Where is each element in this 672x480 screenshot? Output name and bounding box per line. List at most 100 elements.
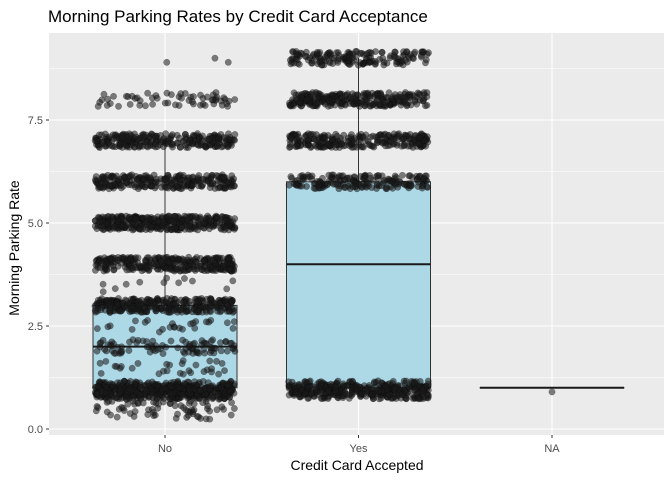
jitter-point — [179, 325, 186, 333]
jitter-point — [215, 139, 223, 147]
jitter-point — [223, 347, 231, 355]
jitter-point — [161, 384, 169, 392]
jitter-point — [142, 138, 150, 146]
jitter-point — [117, 348, 125, 355]
jitter-point — [147, 259, 155, 267]
jitter-point — [206, 357, 214, 365]
jitter-point — [308, 390, 316, 397]
jitter-point — [163, 360, 171, 368]
jitter-point — [101, 346, 109, 353]
jitter-point — [125, 347, 133, 354]
jitter-point — [396, 96, 403, 104]
jitter-point — [286, 143, 293, 151]
jitter-point — [185, 222, 193, 230]
jitter-point — [203, 172, 211, 179]
jitter-point — [172, 300, 180, 308]
jitter-point — [180, 379, 188, 387]
jitter-point — [419, 386, 427, 394]
jitter-point — [174, 344, 182, 352]
jitter-point — [374, 138, 382, 146]
jitter-point — [354, 91, 361, 99]
jitter-point — [96, 359, 104, 367]
jitter-point — [349, 377, 356, 385]
jitter-point — [393, 60, 400, 68]
jitter-point — [134, 185, 142, 193]
jitter-point — [207, 344, 214, 351]
jitter-point — [231, 225, 238, 233]
jitter-point — [388, 178, 396, 186]
jitter-point — [213, 213, 221, 221]
jitter-point — [355, 138, 363, 146]
jitter-point — [165, 212, 173, 220]
jitter-point — [398, 142, 406, 150]
jitter-point — [366, 58, 373, 66]
jitter-point — [98, 303, 106, 311]
jitter-point — [110, 223, 118, 231]
jitter-point — [419, 97, 427, 104]
jitter-point — [290, 102, 297, 110]
jitter-point — [127, 295, 135, 303]
jitter-point — [115, 175, 123, 183]
jitter-point — [405, 172, 413, 180]
jitter-point — [143, 338, 151, 345]
jitter-point — [134, 175, 141, 183]
jitter-point — [159, 218, 167, 226]
jitter-point — [113, 413, 121, 421]
jitter-point — [417, 52, 425, 59]
jitter-point — [109, 381, 117, 389]
jitter-point — [125, 385, 133, 393]
jitter-point — [93, 390, 101, 398]
jitter-point — [94, 382, 102, 390]
jitter-point — [218, 360, 226, 367]
jitter-point — [391, 48, 399, 56]
jitter-point — [401, 180, 409, 188]
jitter-point — [294, 50, 301, 58]
jitter-point — [192, 298, 200, 306]
jitter-point — [163, 224, 171, 232]
jitter-point — [321, 133, 329, 140]
jitter-point — [99, 288, 107, 296]
y-tick-label: 5.0 — [28, 218, 43, 230]
jitter-point — [206, 415, 214, 423]
jitter-point — [178, 224, 186, 231]
jitter-point — [155, 400, 162, 408]
jitter-point — [361, 101, 369, 109]
jitter-point — [189, 349, 197, 357]
jitter-point — [126, 133, 133, 141]
jitter-point — [110, 340, 118, 348]
jitter-point — [224, 58, 232, 66]
jitter-point — [313, 50, 321, 58]
jitter-point — [202, 318, 210, 326]
jitter-point — [422, 172, 430, 180]
jitter-point — [134, 136, 142, 143]
jitter-point — [340, 131, 348, 139]
jitter-point — [99, 280, 107, 288]
jitter-point — [148, 405, 156, 413]
jitter-point — [116, 140, 124, 148]
jitter-point — [108, 255, 116, 263]
jitter-point — [368, 391, 376, 399]
jitter-point — [361, 175, 369, 183]
jitter-point — [144, 89, 152, 97]
jitter-point — [361, 137, 369, 145]
jitter-point — [92, 407, 100, 415]
jitter-point — [338, 140, 346, 148]
jitter-point — [380, 58, 388, 66]
jitter-point — [218, 101, 226, 109]
jitter-point — [175, 279, 183, 287]
jitter-point — [185, 367, 193, 375]
jitter-point — [286, 56, 294, 64]
jitter-point — [144, 317, 151, 324]
jitter-point — [217, 347, 225, 355]
jitter-point — [407, 182, 414, 190]
jitter-point — [285, 181, 293, 189]
jitter-point — [367, 99, 375, 107]
jitter-point — [304, 137, 312, 145]
jitter-point — [222, 224, 230, 232]
jitter-point — [101, 175, 109, 183]
jitter-point — [92, 177, 100, 185]
jitter-point — [422, 59, 429, 67]
jitter-point — [110, 349, 118, 357]
jitter-point — [154, 225, 161, 232]
